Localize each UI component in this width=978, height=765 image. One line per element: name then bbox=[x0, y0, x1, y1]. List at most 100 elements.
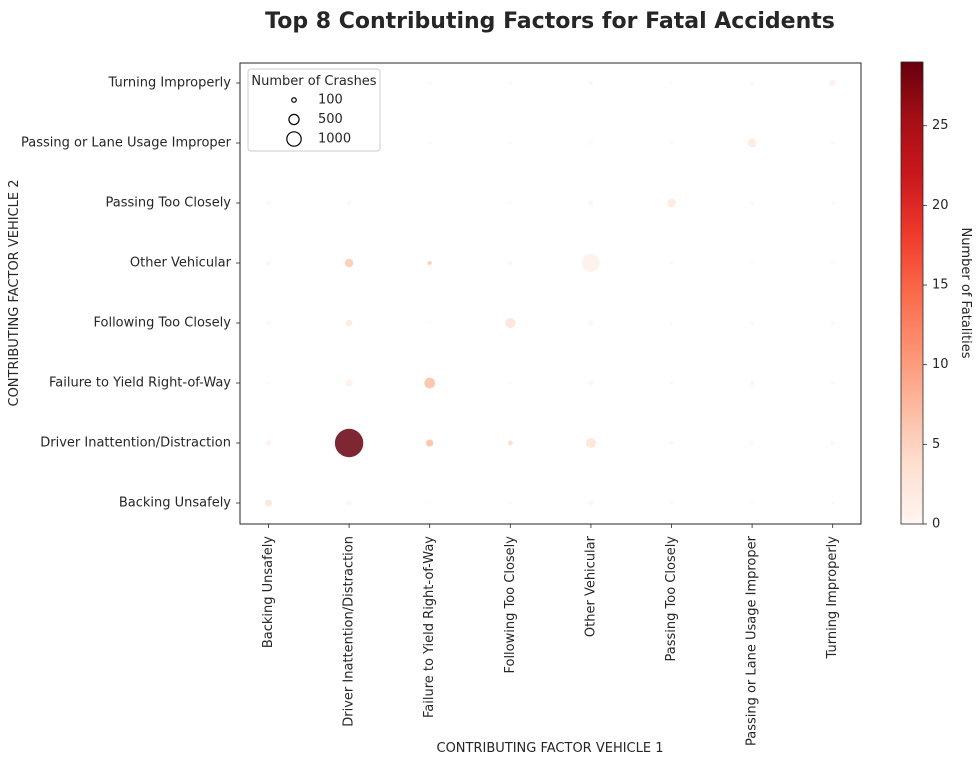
data-point bbox=[669, 141, 674, 145]
data-point bbox=[344, 258, 354, 268]
y-tick-label: Failure to Yield Right-of-Way bbox=[49, 376, 231, 391]
data-point bbox=[345, 379, 353, 387]
data-point bbox=[587, 320, 594, 326]
legend-marker bbox=[288, 113, 300, 126]
y-tick-label: Passing Too Closely bbox=[106, 196, 232, 211]
data-point bbox=[509, 201, 512, 205]
x-tick-label: Passing or Lane Usage Improper bbox=[745, 535, 760, 746]
data-point bbox=[588, 500, 594, 506]
data-point bbox=[750, 261, 754, 265]
data-point bbox=[829, 79, 836, 87]
data-point bbox=[508, 141, 512, 145]
data-point bbox=[669, 321, 674, 325]
legend-label: 100 bbox=[318, 93, 343, 108]
legend-marker bbox=[291, 97, 297, 103]
data-point bbox=[750, 501, 754, 505]
colorbar-label: Number of Fatalities bbox=[958, 227, 973, 358]
y-axis-ticks: Backing Unsafely Driver Inattention/Distr… bbox=[21, 76, 240, 511]
y-tick-label: Driver Inattention/Distraction bbox=[40, 436, 231, 451]
data-point bbox=[670, 81, 673, 85]
size-legend: Number of Crashes 100 500 1000 bbox=[247, 68, 381, 152]
data-point bbox=[266, 260, 271, 266]
data-point bbox=[266, 440, 271, 446]
x-tick-label: Other Vehicular bbox=[583, 535, 598, 637]
colorbar-tick-label: 15 bbox=[932, 278, 949, 293]
data-point bbox=[424, 377, 436, 389]
x-tick-label: Failure to Yield Right-of-Way bbox=[422, 536, 437, 718]
data-point bbox=[747, 138, 757, 148]
data-point bbox=[669, 261, 674, 265]
data-point bbox=[750, 380, 755, 386]
data-point bbox=[426, 439, 434, 447]
data-point bbox=[581, 254, 600, 272]
data-point bbox=[588, 80, 594, 86]
data-point bbox=[346, 200, 352, 206]
x-tick-label: Driver Inattention/Distraction bbox=[342, 536, 357, 727]
colorbar-ticks: 0 5 10 15 20 25 bbox=[923, 118, 949, 532]
colorbar-tick-label: 10 bbox=[932, 357, 949, 372]
points-layer bbox=[264, 79, 836, 507]
legend-entries: 100 500 1000 bbox=[286, 93, 351, 147]
data-point bbox=[334, 428, 364, 458]
data-point bbox=[346, 500, 352, 506]
data-point bbox=[508, 81, 512, 85]
legend-title: Number of Crashes bbox=[251, 74, 376, 89]
colorbar-tick-label: 5 bbox=[932, 437, 940, 452]
data-point bbox=[509, 381, 512, 385]
y-tick-label: Following Too Closely bbox=[93, 316, 231, 331]
x-tick-label: Backing Unsafely bbox=[261, 536, 276, 648]
data-point bbox=[750, 321, 754, 325]
data-point bbox=[266, 201, 271, 205]
data-point bbox=[830, 381, 835, 385]
data-point bbox=[266, 321, 271, 325]
data-point bbox=[264, 499, 273, 507]
data-point bbox=[428, 81, 431, 85]
x-tick-label: Turning Improperly bbox=[825, 536, 840, 660]
y-tick-label: Turning Improperly bbox=[108, 76, 232, 91]
data-point bbox=[428, 321, 432, 325]
data-point bbox=[508, 501, 513, 505]
data-point bbox=[670, 381, 673, 385]
data-point bbox=[830, 440, 835, 446]
data-point bbox=[267, 381, 270, 385]
legend-frame bbox=[247, 68, 381, 152]
y-tick-label: Other Vehicular bbox=[130, 256, 232, 271]
data-point bbox=[669, 501, 674, 505]
legend-label: 1000 bbox=[318, 132, 351, 147]
data-point bbox=[667, 198, 676, 208]
data-point bbox=[427, 260, 432, 266]
data-point bbox=[507, 440, 513, 446]
data-point bbox=[830, 261, 835, 265]
colorbar: 0 5 10 15 20 25 Number of Fatalities bbox=[900, 61, 973, 532]
chart-title: Top 8 Contributing Factors for Fatal Acc… bbox=[265, 9, 835, 34]
data-point bbox=[750, 81, 754, 85]
data-point bbox=[588, 380, 594, 386]
y-tick-label: Passing or Lane Usage Improper bbox=[21, 136, 232, 151]
y-tick-label: Backing Unsafely bbox=[119, 496, 231, 511]
data-point bbox=[428, 141, 431, 145]
data-point bbox=[588, 200, 594, 206]
colorbar-tick-label: 20 bbox=[932, 198, 949, 213]
data-point bbox=[508, 260, 513, 266]
data-point bbox=[831, 201, 835, 205]
data-point bbox=[505, 317, 516, 329]
data-point bbox=[749, 440, 755, 446]
x-tick-label: Passing Too Closely bbox=[664, 536, 679, 662]
data-point bbox=[830, 141, 835, 145]
x-tick-label: Following Too Closely bbox=[503, 536, 518, 674]
x-axis-ticks: Backing Unsafely Driver Inattention/Distr… bbox=[261, 524, 840, 746]
data-point bbox=[428, 501, 431, 505]
colorbar-tick-label: 0 bbox=[932, 517, 940, 532]
data-point bbox=[830, 321, 835, 325]
data-point bbox=[585, 438, 596, 448]
data-point bbox=[669, 440, 674, 446]
legend-label: 500 bbox=[318, 112, 343, 127]
data-point bbox=[589, 141, 593, 145]
x-axis-label: CONTRIBUTING FACTOR VEHICLE 1 bbox=[437, 741, 664, 756]
data-point bbox=[750, 201, 754, 205]
colorbar-tick-label: 25 bbox=[932, 118, 949, 133]
data-point bbox=[345, 319, 353, 327]
data-point bbox=[831, 501, 834, 505]
legend-marker bbox=[286, 131, 302, 147]
